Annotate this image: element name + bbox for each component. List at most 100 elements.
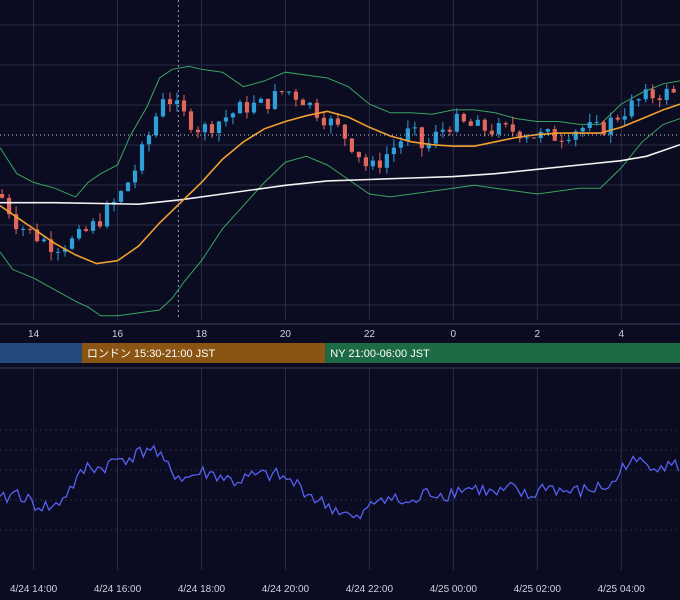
candle-body	[342, 124, 347, 139]
candle-body	[69, 238, 75, 249]
candle-body	[545, 129, 550, 132]
candle-body	[517, 131, 522, 139]
price-x-tick-label: 18	[196, 329, 208, 340]
session-bar: ロンドン 15:30-21:00 JST NY 21:00-06:00 JST	[0, 343, 680, 363]
candle-body	[146, 135, 152, 145]
oscillator-line	[0, 444, 680, 520]
candle-body	[118, 191, 124, 202]
candle-body	[104, 204, 110, 227]
candle-body	[0, 194, 5, 198]
candle-body	[62, 248, 68, 252]
price-x-tick-label: 20	[280, 329, 292, 340]
candle-body	[181, 100, 187, 112]
candle-body	[356, 151, 361, 158]
candle-body	[244, 102, 250, 113]
candles	[0, 83, 676, 261]
candle-body	[20, 228, 26, 230]
candle-body	[461, 113, 466, 122]
candle-body	[34, 229, 40, 242]
candle-body	[573, 131, 578, 140]
price-x-tick-label: 14	[28, 329, 40, 340]
candle-body	[566, 139, 571, 142]
osc-x-tick-label: 4/25 04:00	[598, 584, 646, 595]
price-panel: 14 16 18 20 22 0 2 4	[0, 0, 680, 340]
candle-body	[643, 89, 648, 100]
osc-x-tick-label: 4/24 18:00	[178, 584, 226, 595]
candle-body	[321, 117, 327, 126]
osc-x-tick-label: 4/24 14:00	[10, 584, 58, 595]
candle-body	[216, 121, 222, 133]
candle-body	[279, 91, 285, 93]
session-segment	[0, 343, 82, 363]
candle-body	[601, 121, 606, 135]
candle-body	[650, 89, 655, 99]
candle-body	[153, 116, 159, 136]
session-segment	[325, 343, 680, 363]
candle-body	[335, 118, 340, 125]
candle-body	[48, 239, 54, 253]
candle-body	[314, 102, 320, 118]
candle-body	[440, 129, 445, 132]
bollinger-lower-line	[0, 118, 680, 317]
candle-body	[482, 119, 487, 131]
candle-body	[377, 160, 382, 168]
candle-body	[384, 154, 389, 168]
candle-body	[328, 118, 334, 126]
candle-body	[209, 124, 215, 133]
candle-body	[265, 98, 271, 109]
osc-x-tick-label: 4/24 20:00	[262, 584, 310, 595]
session-label: NY 21:00-06:00 JST	[330, 348, 430, 360]
candle-body	[664, 88, 669, 101]
candle-body	[272, 91, 278, 109]
candle-body	[83, 229, 89, 231]
price-x-tick-label: 0	[451, 329, 457, 340]
candle-body	[531, 137, 536, 139]
osc-x-tick-label: 4/25 02:00	[514, 584, 562, 595]
candle-body	[139, 144, 145, 171]
candle-body	[307, 102, 313, 106]
candle-body	[454, 113, 459, 132]
candle-body	[447, 129, 452, 132]
candle-body	[174, 100, 180, 105]
price-x-tick-label: 16	[112, 329, 124, 340]
candle-body	[405, 128, 410, 142]
candle-body	[559, 140, 564, 142]
candle-body	[370, 160, 375, 167]
candle-body	[622, 116, 627, 120]
candle-body	[188, 111, 194, 130]
candle-body	[27, 228, 33, 230]
candle-body	[13, 214, 19, 230]
candle-body	[426, 143, 431, 149]
session-label: ロンドン 15:30-21:00 JST	[87, 348, 216, 360]
candle-body	[468, 121, 473, 126]
price-x-tick-label: 22	[364, 329, 376, 340]
candle-body	[608, 117, 613, 135]
candle-body	[293, 91, 299, 100]
candle-body	[160, 99, 166, 117]
candle-body	[587, 122, 592, 128]
candle-body	[349, 138, 354, 152]
price-x-tick-label: 2	[535, 329, 541, 340]
candle-body	[97, 221, 103, 227]
candle-body	[363, 157, 368, 167]
candle-body	[391, 147, 396, 155]
candle-body	[202, 124, 208, 133]
candle-body	[510, 124, 515, 132]
candle-body	[594, 121, 599, 123]
candle-body	[195, 129, 201, 133]
session-segment	[81, 343, 326, 363]
price-x-tick-label: 4	[618, 329, 624, 340]
osc-x-tick-label: 4/24 22:00	[346, 584, 394, 595]
candle-body	[636, 99, 641, 101]
candle-body	[300, 99, 306, 106]
candle-body	[657, 98, 662, 101]
candle-body	[489, 130, 494, 135]
candle-body	[412, 127, 417, 129]
candle-body	[132, 170, 138, 183]
candle-body	[524, 137, 529, 139]
candle-body	[615, 117, 620, 120]
candle-body	[125, 182, 131, 192]
bollinger-upper-line	[0, 65, 680, 198]
candle-body	[552, 129, 557, 141]
